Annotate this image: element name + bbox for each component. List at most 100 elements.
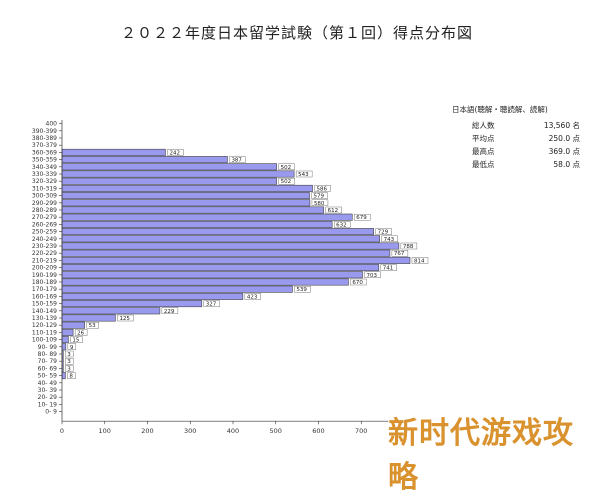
value-label: 3 [67,352,71,358]
stats-value: 250.0 点 [548,134,580,143]
stats-label: 総人数 [472,121,495,130]
bar [61,170,295,178]
y-tick-label: 160-169 [32,293,57,300]
stats-value: 13,560 名 [543,121,580,130]
bar [61,307,161,315]
y-tick-label: 0- 9 [45,409,57,416]
value-label-box [381,235,398,243]
value-label-box [244,293,262,300]
value-label: 612 [328,208,339,214]
bar [61,300,203,308]
bar [61,242,400,250]
value-label-box [411,257,429,264]
y-tick-label: 70- 79 [38,358,58,365]
value-label-box [67,343,77,350]
y-tick-label: 400 [46,121,58,128]
stats-label: 平均点 [472,134,495,143]
y-tick-label: 110-119 [32,329,57,336]
value-label: 741 [383,266,394,272]
value-label-box [67,372,76,379]
stats-heading: 日本語(聴解・聴読解、読解) [452,105,548,114]
y-tick-label: 250-259 [32,229,57,236]
value-label-box [364,271,381,278]
y-tick-label: 120-129 [32,322,57,329]
value-label-box [117,314,134,322]
y-tick-label: 140-149 [32,308,57,315]
value-label: 125 [119,316,130,322]
value-label-box [311,199,329,207]
stats-value: 58.0 点 [553,160,580,169]
value-label-box [229,156,246,163]
y-tick-label: 130-139 [32,315,57,322]
y-tick-label: 290-299 [32,200,57,207]
stats-row-min: 最低点 58.0 点 [452,158,580,171]
value-label-box [294,286,311,293]
value-label: 579 [314,194,325,200]
bar [61,256,411,264]
x-tick-label: 300 [184,427,196,435]
value-label-box [311,192,328,199]
y-tick-label: 100-109 [32,337,57,344]
bar [61,163,277,171]
stats-value: 369.0 点 [548,147,580,156]
y-tick-label: 280-289 [32,207,57,214]
chart-title: ２０２２年度日本留学試験（第１回）得点分布図 [120,24,473,42]
value-label: 9 [70,345,74,351]
value-label-box [350,278,367,286]
value-label-box [70,336,83,343]
value-label: 8 [69,374,73,380]
y-tick-label: 60- 69 [38,365,58,372]
y-tick-label: 210-219 [32,257,57,264]
value-label-box [278,177,295,185]
bar [61,220,333,228]
value-label: 703 [367,273,378,279]
value-label-box [375,228,392,235]
x-tick-label: 400 [227,427,239,435]
x-tick-label: 700 [355,427,367,435]
y-tick-label: 260-269 [32,221,57,228]
value-label: 3 [67,366,71,372]
stats-label: 最低点 [472,160,495,169]
value-label: 543 [298,172,309,178]
value-label: 767 [394,251,405,257]
bar [61,285,293,293]
bar [61,213,353,221]
y-tick-label: 240-249 [32,236,57,243]
value-label: 3 [67,359,71,365]
value-label-box [380,264,397,271]
value-label-box [325,206,342,214]
value-label: 580 [314,201,325,207]
stats-row-max: 最高点 369.0 点 [452,145,580,158]
bar [61,249,391,257]
value-label: 632 [336,222,347,228]
y-tick-labels-group: 400390-399380-389370-379360-369350-35934… [32,121,62,416]
value-label-box [333,221,351,228]
value-label-box [74,329,88,336]
value-label-box [86,322,99,329]
value-label-box [167,149,184,156]
value-label-box [65,350,74,358]
x-tick-label: 600 [312,427,324,435]
bar [61,264,380,272]
y-tick-label: 370-379 [32,142,57,149]
value-label-box [65,358,74,365]
bar [61,228,374,236]
stats-row-total: 総人数 13,560 名 [452,119,580,132]
y-tick-label: 230-239 [32,243,57,250]
bars-group [61,148,411,380]
y-tick-label: 320-329 [32,178,57,185]
x-tick-label: 200 [141,427,153,435]
value-label: 586 [317,186,328,192]
value-label-box [314,185,331,192]
value-label: 26 [77,330,84,336]
value-label-box [278,163,295,171]
value-label-box [295,170,313,178]
bar [61,343,67,351]
value-label-box [65,365,74,372]
y-tick-label: 270-279 [32,214,57,221]
value-label: 788 [403,244,414,250]
value-label: 679 [356,215,367,221]
bar [61,314,116,322]
y-tick-label: 90- 99 [38,344,58,351]
